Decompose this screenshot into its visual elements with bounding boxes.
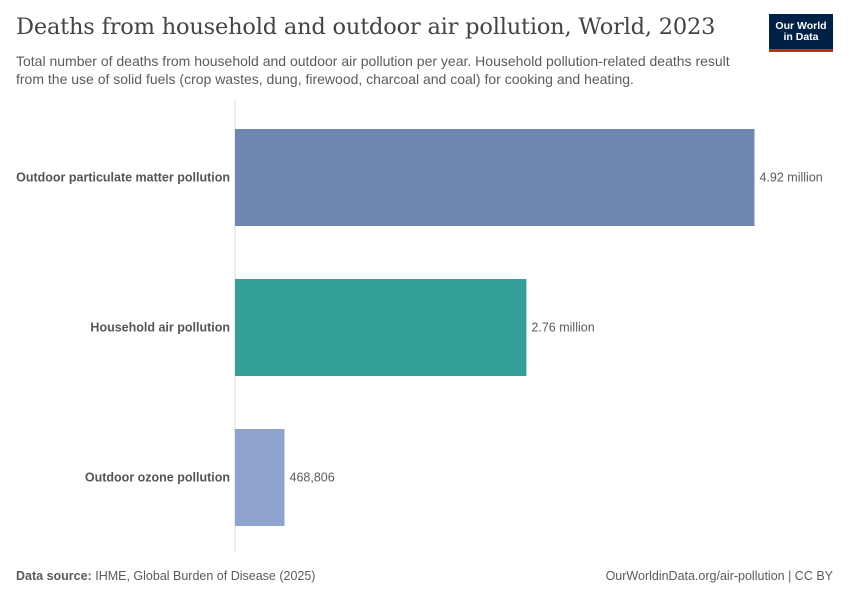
owid-logo[interactable]: Our World in Data: [769, 14, 833, 52]
logo-line-2: in Data: [783, 30, 819, 43]
bar[interactable]: [235, 279, 527, 376]
category-label: Outdoor ozone pollution: [85, 471, 230, 485]
value-label: 4.92 million: [760, 171, 823, 185]
data-source: Data source: IHME, Global Burden of Dise…: [16, 569, 315, 583]
bar[interactable]: [235, 129, 755, 226]
value-label: 468,806: [290, 471, 335, 485]
data-source-text[interactable]: IHME, Global Burden of Disease (2025): [95, 569, 316, 583]
data-source-label: Data source:: [16, 569, 92, 583]
category-label: Household air pollution: [90, 321, 230, 335]
chart-title: Deaths from household and outdoor air po…: [16, 14, 716, 40]
value-label: 2.76 million: [531, 321, 594, 335]
chart-subtitle: Total number of deaths from household an…: [16, 53, 730, 87]
bar[interactable]: [235, 429, 285, 526]
logo-line-1: Our World: [775, 19, 827, 32]
source-url[interactable]: OurWorldinData.org/air-pollution | CC BY: [605, 569, 833, 583]
bar-chart: Outdoor particulate matter pollution 4.92…: [16, 100, 823, 552]
category-label: Outdoor particulate matter pollution: [16, 171, 230, 185]
